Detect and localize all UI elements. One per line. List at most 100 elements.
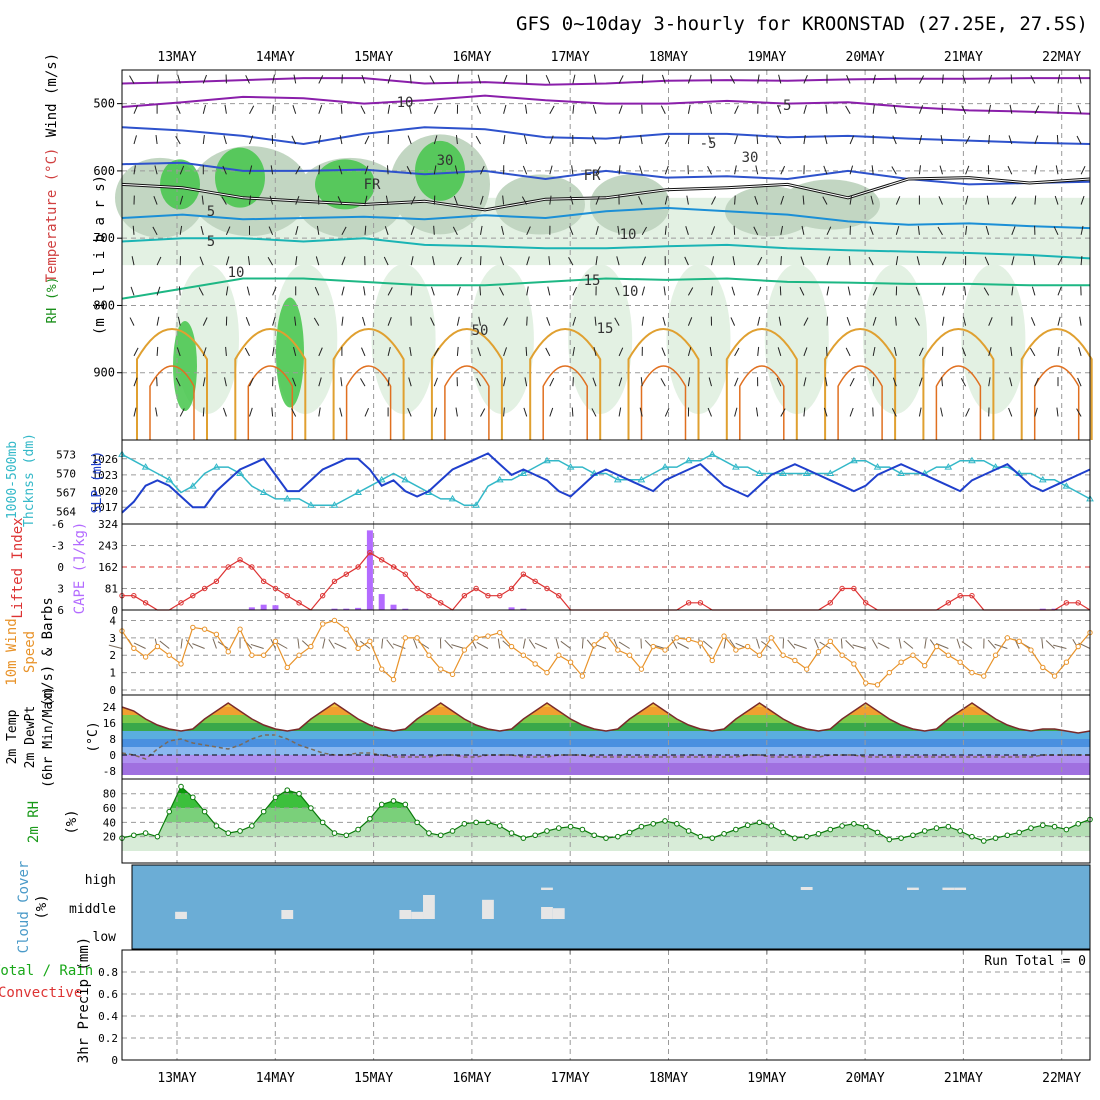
wind-barb [503,135,506,145]
wind-barb [988,74,993,84]
wind-barb [316,225,320,235]
wind10-point [497,629,503,636]
wind-barb [915,286,920,296]
wind-barb [961,105,967,114]
wind-barb [753,226,759,236]
wind-barb [247,256,250,266]
wind-barb [618,347,624,357]
thickness-label-1: 1000-500mb [5,441,20,519]
rh-point [178,783,184,790]
wind-barb [362,316,366,326]
mid-cloud-bar [411,911,424,919]
wind10-barb [392,643,406,649]
wind-barb [731,286,736,296]
wind10-point [1028,647,1034,653]
precip-tick-label: 0.2 [98,1032,118,1045]
wind10-point [449,671,456,678]
wind-barb [711,226,716,235]
wind-barb [780,225,784,235]
rh-point [555,825,562,831]
wind10-barb [497,638,501,649]
wind-barb [872,104,875,114]
wind-barb [269,195,274,205]
wind-barb [338,165,343,175]
wind-barb [156,316,160,326]
wind-barb [503,104,507,114]
rh-point [980,838,987,844]
wind-barb [1055,165,1059,175]
wind10-point [308,643,314,650]
lifted-index-point [497,592,503,599]
wind10-barb [924,638,927,649]
wind-barb [129,75,135,84]
wind-barb [364,165,369,175]
lifted-index-point [839,585,845,592]
wind10-point [1051,673,1058,679]
wind-barb [892,377,897,387]
wind-barb [315,256,320,266]
wind-barb [152,226,158,236]
wind10-point [626,652,633,658]
warm-loop-outer [1020,328,1093,440]
wind-barb [249,105,255,114]
wind-barb [429,75,435,84]
wind-barb [734,135,738,145]
wind10-line [121,619,1091,686]
rh-column [469,264,534,415]
thickness-point [377,475,386,483]
wind-barb [593,74,597,84]
rh-point [910,832,916,839]
wind10-point [780,652,786,658]
wind-barb [503,317,508,326]
lifted-index-point [284,592,290,599]
wind10-barb [877,642,890,649]
isoline [121,94,1091,115]
wind-barb [965,195,969,205]
rh-point [402,801,409,808]
temp-band [122,703,1090,707]
wind-barb [942,286,946,296]
wind10-point [662,647,668,653]
wind-barb [1034,407,1038,417]
wind-barb [571,407,574,417]
chart-title: GFS 0~10day 3-hourly for KROONSTAD (27.2… [516,13,1088,35]
rh-tick-label: 80 [103,788,116,801]
wind-barb [595,166,601,175]
wind-barb [962,74,967,84]
wind-barb [595,256,598,266]
lifted-index-point [379,557,385,563]
rh-point [485,819,491,826]
wind-barb [572,316,577,326]
wind10-barb [534,642,548,649]
wind-barb [780,165,786,175]
lifted-index-point [237,557,243,563]
wind10-point [969,669,975,676]
wind-barb [940,407,943,417]
temp-tick-label: 24 [103,701,117,714]
thickness-point [826,469,835,476]
rh-point [496,823,503,829]
wind-barb [1032,256,1036,266]
warm-loop-outer [824,328,897,440]
thickness-point [188,482,197,489]
wind-barb [386,165,389,175]
wind-barb [1011,256,1015,266]
rh-column [568,264,633,415]
wind10-point [827,638,833,645]
wind-barb [846,316,851,326]
date-tick-top: 22MAY [1042,50,1081,65]
wind-barb [178,286,181,296]
rh-point [296,790,302,797]
thickness-point [330,501,339,508]
rh-point [815,831,822,837]
wind-barb [364,195,368,205]
wind-barb [707,165,712,175]
wind-barb [433,377,438,387]
rh-point [803,833,810,840]
wind-barb [153,195,158,205]
wind-barb [341,316,344,326]
wind-barb [618,165,621,175]
rh-point [532,832,538,839]
wind-barb [456,286,461,296]
cape-bar [343,608,350,610]
